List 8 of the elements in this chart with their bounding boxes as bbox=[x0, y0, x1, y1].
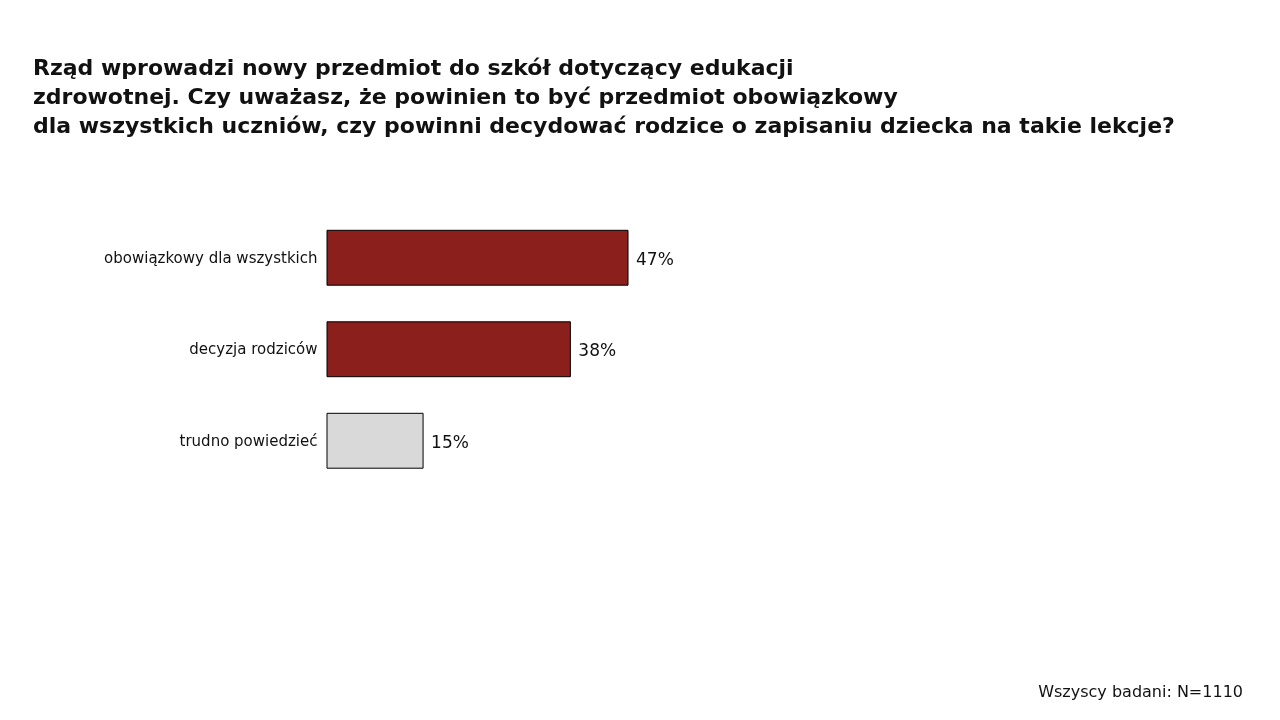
data-label: 15% bbox=[431, 431, 469, 452]
data-label: 47% bbox=[636, 248, 674, 269]
y-tick-label: decyzja rodziców bbox=[189, 340, 318, 359]
y-tick-label: trudno powiedzieć bbox=[179, 431, 318, 450]
y-tick-label: obowiązkowy dla wszystkich bbox=[104, 248, 318, 267]
chart-title: Rząd wprowadzi nowy przedmiot do szkół dotyczący edukacji zdrowotnej. Czy uważasz, że powinien to być przedmiot obowiązkowy dla wszystkich uczniów, czy powinni decydować rodzice o zapisaniu dziecka na takie lekcje? bbox=[33, 55, 1175, 138]
text: Wszyscy badani: N=1110 bbox=[1038, 682, 1243, 701]
data-label: 38% bbox=[578, 340, 617, 361]
